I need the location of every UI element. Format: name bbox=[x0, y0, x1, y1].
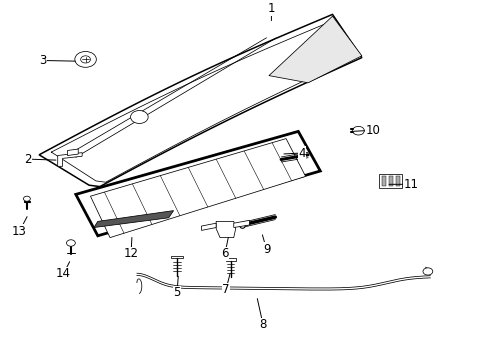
Circle shape bbox=[130, 111, 148, 123]
Polygon shape bbox=[76, 131, 320, 236]
Circle shape bbox=[81, 56, 90, 63]
Polygon shape bbox=[90, 139, 305, 238]
Text: 8: 8 bbox=[259, 318, 266, 331]
Polygon shape bbox=[381, 176, 386, 186]
Text: 6: 6 bbox=[221, 247, 228, 260]
Text: 10: 10 bbox=[365, 124, 379, 137]
Text: 12: 12 bbox=[123, 247, 138, 260]
Polygon shape bbox=[378, 174, 402, 188]
Polygon shape bbox=[171, 256, 183, 258]
Text: 1: 1 bbox=[267, 3, 275, 15]
Text: 13: 13 bbox=[12, 225, 27, 238]
Polygon shape bbox=[201, 223, 216, 230]
Polygon shape bbox=[58, 153, 82, 166]
Polygon shape bbox=[67, 149, 78, 156]
Text: 11: 11 bbox=[403, 178, 417, 191]
Polygon shape bbox=[268, 16, 361, 83]
Polygon shape bbox=[233, 220, 249, 228]
Circle shape bbox=[352, 126, 364, 135]
Polygon shape bbox=[225, 258, 235, 261]
Text: 4: 4 bbox=[298, 147, 305, 159]
Polygon shape bbox=[395, 176, 399, 186]
Polygon shape bbox=[216, 221, 235, 238]
Text: 2: 2 bbox=[24, 153, 32, 166]
Polygon shape bbox=[39, 14, 361, 186]
Text: 9: 9 bbox=[262, 243, 270, 256]
Text: 5: 5 bbox=[173, 286, 181, 299]
Circle shape bbox=[422, 268, 432, 275]
Circle shape bbox=[23, 196, 30, 201]
Circle shape bbox=[66, 240, 75, 246]
Circle shape bbox=[75, 51, 96, 67]
Text: 7: 7 bbox=[222, 283, 229, 296]
Polygon shape bbox=[94, 211, 173, 228]
Polygon shape bbox=[388, 176, 392, 186]
Text: 3: 3 bbox=[39, 54, 47, 67]
Text: 14: 14 bbox=[56, 267, 71, 280]
